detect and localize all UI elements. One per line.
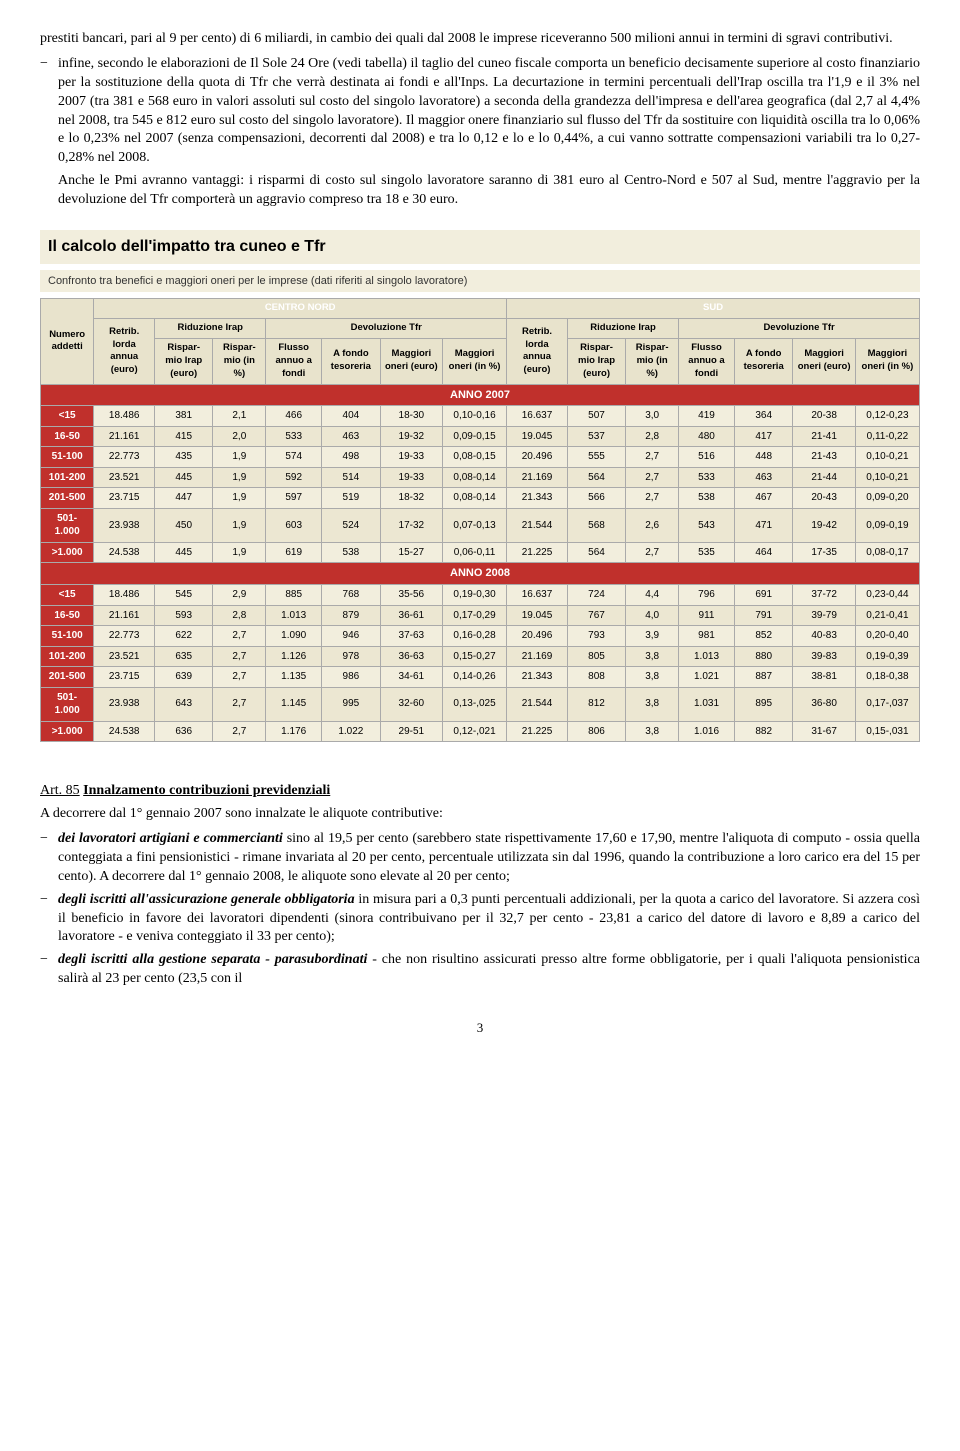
impact-table-wrap: Il calcolo dell'impatto tra cuneo e Tfr … (40, 230, 920, 742)
art85-bullet-3: degli iscritti alla gestione separata - … (40, 951, 920, 989)
art85-intro: A decorrere dal 1° gennaio 2007 sono inn… (40, 805, 920, 824)
table-title: Il calcolo dell'impatto tra cuneo e Tfr (40, 230, 920, 264)
art85-name: Innalzamento contribuzioni previdenziali (83, 783, 330, 798)
impact-table: Numero addettiCENTRO NORDSUDRetrib. lord… (40, 298, 920, 742)
paragraph-1: prestiti bancari, pari al 9 per cento) d… (40, 30, 920, 49)
art85-b1-bold: dei lavoratori artigiani e commercianti (58, 831, 283, 846)
art85-b2-bold: degli iscritti all'assicurazione general… (58, 892, 355, 907)
art85-title: Art. 85 Innalzamento contribuzioni previ… (40, 782, 920, 801)
art85-bullet-2: degli iscritti all'assicurazione general… (40, 891, 920, 948)
page-number: 3 (40, 1019, 920, 1037)
table-subtitle: Confronto tra benefici e maggiori oneri … (40, 270, 920, 293)
paragraph-3: Anche le Pmi avranno vantaggi: i risparm… (40, 172, 920, 210)
paragraph-2-text: infine, secondo le elaborazioni de Il So… (58, 56, 920, 165)
art85-b3-bold: degli iscritti alla gestione separata - … (58, 952, 367, 967)
art85-number: Art. 85 (40, 783, 80, 798)
art85-bullet-1: dei lavoratori artigiani e commercianti … (40, 830, 920, 887)
paragraph-2-bullet: infine, secondo le elaborazioni de Il So… (40, 55, 920, 168)
